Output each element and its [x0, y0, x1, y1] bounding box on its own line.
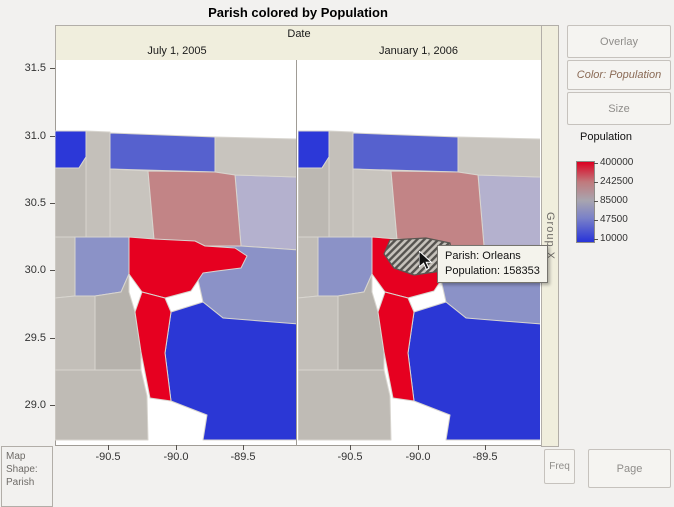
- parish-p11[interactable]: [74, 236, 130, 297]
- y-axis-tick: [50, 203, 55, 204]
- column-header-july: July 1, 2005: [55, 42, 299, 62]
- legend-tick-label: 400000: [600, 157, 634, 168]
- parish-p04[interactable]: [352, 132, 459, 173]
- parish-p05[interactable]: [328, 130, 354, 238]
- parish-p12[interactable]: [55, 295, 96, 371]
- x-axis-label: -90.5: [95, 451, 121, 463]
- legend-tick: [594, 220, 598, 221]
- group-x-dropzone[interactable]: Group X: [541, 25, 559, 447]
- y-axis-tick: [50, 136, 55, 137]
- parish-p10[interactable]: [298, 236, 319, 299]
- y-axis-label: 31.5: [24, 62, 46, 74]
- cursor-arrow-icon: [419, 251, 433, 271]
- parish-p08[interactable]: [352, 168, 398, 240]
- x-axis-tick: [418, 445, 419, 450]
- overlay-dropzone[interactable]: Overlay: [567, 25, 671, 58]
- y-axis-label: 29.0: [24, 399, 46, 411]
- freq-dropzone[interactable]: Freq: [544, 449, 575, 484]
- parish-p06[interactable]: [55, 130, 87, 169]
- legend-gradient-bar: [576, 161, 595, 243]
- parish-p03[interactable]: [457, 136, 540, 178]
- parish-p05[interactable]: [85, 130, 111, 238]
- tooltip-parish: Parish: Orleans: [445, 250, 521, 262]
- y-axis-label: 30.5: [24, 197, 46, 209]
- panel-divider: [296, 60, 297, 445]
- legend-tick-label: 85000: [600, 195, 628, 206]
- tooltip-population: Population: 158353: [445, 265, 540, 277]
- x-axis-label: -89.5: [472, 451, 498, 463]
- x-axis-label: -89.5: [230, 451, 256, 463]
- map-shape-line2: Shape:: [6, 464, 38, 475]
- y-axis-tick: [50, 270, 55, 271]
- legend-title: Population: [580, 131, 632, 143]
- x-axis-tick: [176, 445, 177, 450]
- y-axis-label: 29.5: [24, 332, 46, 344]
- parish-p04[interactable]: [109, 132, 216, 173]
- map-shape-line1: Map: [6, 451, 26, 462]
- parish-p09[interactable]: [390, 170, 485, 247]
- x-axis-tick: [243, 445, 244, 450]
- parish-p15[interactable]: [164, 301, 297, 441]
- parish-p17[interactable]: [134, 291, 172, 402]
- legend-tick: [594, 201, 598, 202]
- x-axis-tick: [485, 445, 486, 450]
- parish-p06[interactable]: [298, 130, 330, 169]
- legend-tick: [594, 239, 598, 240]
- map-panel-july-2005[interactable]: [55, 60, 297, 445]
- legend-tick-label: 10000: [600, 233, 628, 244]
- tooltip: Parish: Orleans Population: 158353: [437, 245, 548, 283]
- parish-p01[interactable]: [234, 174, 297, 251]
- size-dropzone[interactable]: Size: [567, 92, 671, 125]
- x-axis-tick: [108, 445, 109, 450]
- x-axis-label: -90.0: [405, 451, 431, 463]
- y-axis-label: 31.0: [24, 130, 46, 142]
- x-axis-label: -90.5: [337, 451, 363, 463]
- parish-p11[interactable]: [317, 236, 373, 297]
- parish-p14[interactable]: [298, 369, 392, 441]
- parish-p03[interactable]: [214, 136, 297, 178]
- y-axis-label: 30.0: [24, 264, 46, 276]
- legend-tick-label: 47500: [600, 214, 628, 225]
- page-title: Parish colored by Population: [208, 5, 388, 20]
- legend-tick-label: 242500: [600, 176, 634, 187]
- parish-p07[interactable]: [298, 156, 330, 238]
- legend-tick: [594, 163, 598, 164]
- parish-p10[interactable]: [55, 236, 76, 299]
- parish-p12[interactable]: [298, 295, 339, 371]
- y-axis-tick: [50, 68, 55, 69]
- parish-p15[interactable]: [407, 301, 540, 441]
- color-dropzone[interactable]: Color: Population: [567, 60, 671, 90]
- y-axis-tick: [50, 338, 55, 339]
- parish-p07[interactable]: [55, 156, 87, 238]
- map-shape-zone[interactable]: Map Shape: Parish: [1, 446, 53, 507]
- x-axis-tick: [350, 445, 351, 450]
- map-shape-line3: Parish: [6, 477, 35, 488]
- page-dropzone[interactable]: Page: [588, 449, 671, 488]
- legend-tick: [594, 182, 598, 183]
- parish-p14[interactable]: [55, 369, 149, 441]
- parish-p08[interactable]: [109, 168, 155, 240]
- column-header-january: January 1, 2006: [296, 42, 542, 62]
- y-axis-tick: [50, 405, 55, 406]
- parish-p17[interactable]: [377, 291, 415, 402]
- parish-p01[interactable]: [477, 174, 540, 251]
- x-axis-label: -90.0: [163, 451, 189, 463]
- parish-p09[interactable]: [147, 170, 242, 247]
